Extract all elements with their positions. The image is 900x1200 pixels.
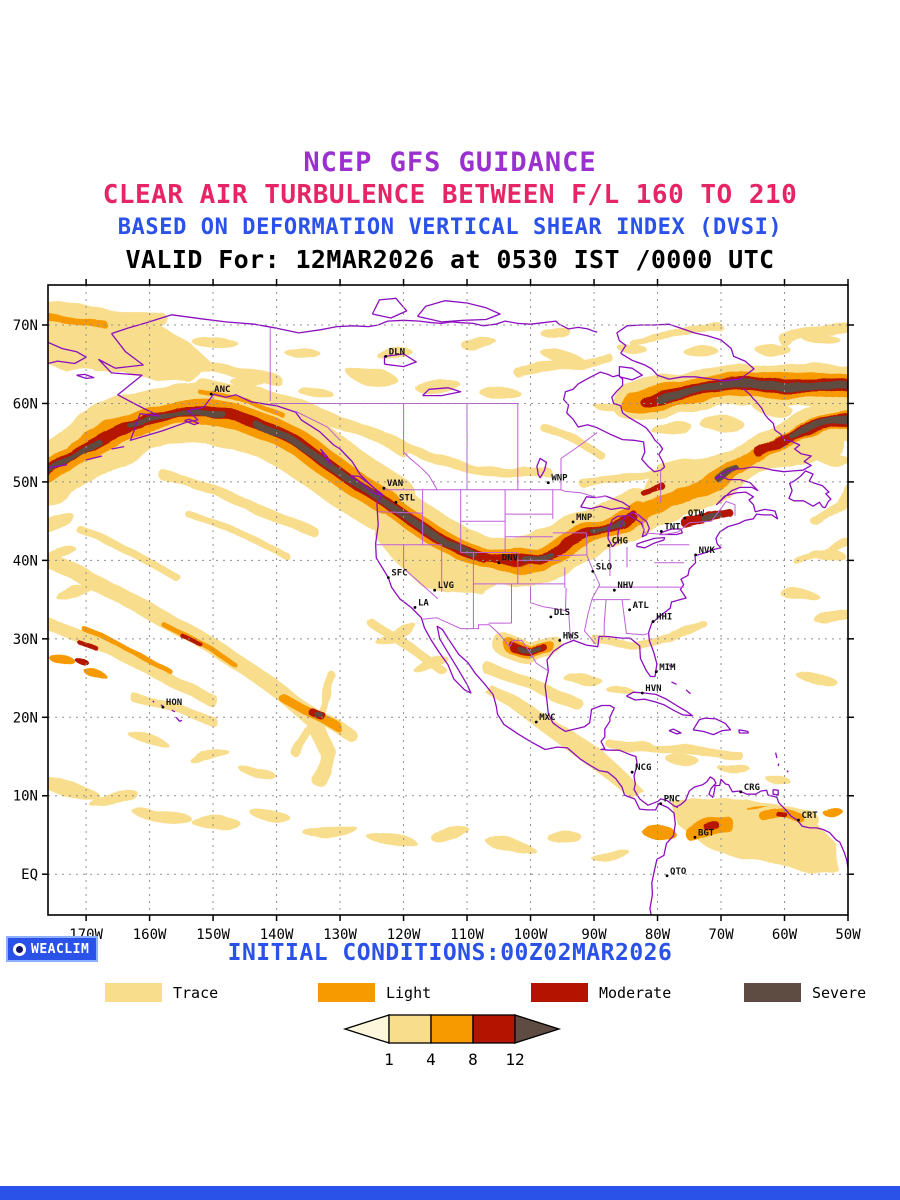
legend-item-trace: Trace [105, 983, 218, 1002]
svg-text:12: 12 [505, 1050, 524, 1069]
svg-text:140W: 140W [260, 927, 294, 943]
svg-text:50W: 50W [835, 927, 861, 943]
svg-text:CRG: CRG [744, 783, 760, 793]
legend-swatch-trace [105, 983, 162, 1002]
svg-text:PNC: PNC [664, 795, 680, 805]
coastlines [48, 297, 848, 915]
initial-conditions-text: INITIAL CONDITIONS:00Z02MAR2026 [227, 940, 673, 966]
intensity-scale: 1 4 8 12 [342, 1010, 572, 1074]
svg-text:DNV: DNV [502, 554, 519, 564]
svg-text:60W: 60W [772, 927, 798, 943]
svg-text:DLN: DLN [389, 347, 405, 357]
legend-label-moderate: Moderate [599, 983, 672, 1002]
svg-text:OTW: OTW [688, 509, 705, 519]
title-line-2: CLEAR AIR TURBULENCE BETWEEN F/L 160 TO … [102, 180, 798, 210]
svg-text:100W: 100W [514, 927, 548, 943]
map-frame [47, 284, 849, 916]
svg-text:1: 1 [384, 1050, 394, 1069]
svg-text:SFC: SFC [391, 569, 407, 579]
svg-text:EQ: EQ [21, 867, 38, 883]
weaclim-logo: WEACLIM [6, 936, 99, 962]
svg-text:130W: 130W [323, 927, 357, 943]
station-labels: ANC DLN VAN STL WNP MNP CHG TNT OTW NVK DNV SLO NHV S… [161, 347, 818, 878]
svg-text:50N: 50N [13, 475, 38, 491]
weaclim-logo-text: WEACLIM [31, 941, 90, 957]
svg-text:150W: 150W [196, 927, 230, 943]
svg-text:80W: 80W [645, 927, 671, 943]
svg-text:10N: 10N [13, 789, 38, 805]
svg-text:CRT: CRT [801, 811, 818, 821]
svg-text:8: 8 [468, 1050, 478, 1069]
svg-text:BGT: BGT [698, 828, 715, 838]
svg-text:QTO: QTO [670, 867, 687, 877]
svg-text:ATL: ATL [633, 601, 650, 611]
legend-item-moderate: Moderate [531, 983, 671, 1002]
svg-text:MXC: MXC [539, 713, 555, 723]
svg-text:110W: 110W [450, 927, 484, 943]
political-borders [269, 328, 736, 672]
svg-text:70N: 70N [13, 318, 38, 334]
turbulence-layers [48, 301, 848, 875]
title-line-4: VALID For: 12MAR2026 at 0530 IST /0000 U… [125, 245, 775, 274]
legend-swatch-light [318, 983, 375, 1002]
svg-text:SLO: SLO [596, 562, 613, 572]
svg-text:STL: STL [399, 493, 416, 503]
graticule [48, 285, 849, 915]
svg-text:VAN: VAN [387, 479, 403, 489]
svg-text:LA: LA [418, 598, 429, 608]
svg-text:WNP: WNP [551, 474, 568, 484]
svg-text:MIM: MIM [659, 663, 676, 673]
legend-label-severe: Severe [812, 983, 867, 1002]
svg-text:160W: 160W [133, 927, 167, 943]
svg-text:70W: 70W [708, 927, 734, 943]
svg-text:NVK: NVK [699, 546, 716, 556]
svg-text:40N: 40N [13, 553, 38, 569]
svg-text:LVG: LVG [438, 581, 454, 591]
legend-label-light: Light [386, 983, 432, 1002]
svg-text:NHV: NHV [617, 581, 634, 591]
svg-text:HWS: HWS [563, 631, 579, 641]
svg-text:MNP: MNP [576, 513, 593, 523]
legend-item-light: Light [318, 983, 431, 1002]
legend-item-severe: Severe [744, 983, 866, 1002]
svg-text:HON: HON [166, 698, 182, 708]
svg-text:HVN: HVN [645, 684, 661, 694]
legend-label-trace: Trace [173, 983, 219, 1002]
intensity-scale-graphic: 1 4 8 12 [342, 1014, 562, 1069]
svg-text:TNT: TNT [664, 522, 681, 532]
bottom-bar [0, 1186, 900, 1200]
svg-text:CHG: CHG [612, 536, 628, 546]
header-titles: NCEP GFS GUIDANCE CLEAR AIR TURBULENCE B… [0, 146, 900, 276]
title-line-1: NCEP GFS GUIDANCE [303, 147, 597, 178]
svg-text:90W: 90W [581, 927, 607, 943]
legend-swatch-moderate [531, 983, 588, 1002]
svg-text:4: 4 [426, 1050, 436, 1069]
title-line-3: BASED ON DEFORMATION VERTICAL SHEAR INDE… [117, 215, 783, 240]
svg-text:NCG: NCG [635, 763, 651, 773]
legend-swatch-severe [744, 983, 801, 1002]
svg-text:20N: 20N [13, 710, 38, 726]
svg-text:120W: 120W [387, 927, 421, 943]
svg-text:ANC: ANC [214, 385, 230, 395]
svg-text:DLS: DLS [554, 608, 570, 618]
svg-text:30N: 30N [13, 632, 38, 648]
weaclim-logo-icon [13, 942, 26, 956]
svg-text:HHI: HHI [656, 613, 672, 623]
svg-text:60N: 60N [13, 396, 38, 412]
